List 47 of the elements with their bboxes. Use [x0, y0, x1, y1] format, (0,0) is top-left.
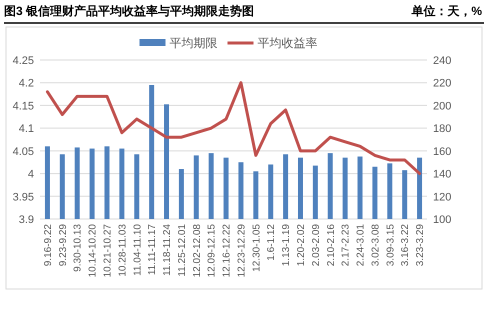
- x-tick-label: 2.24-3.01: [356, 224, 367, 266]
- x-tick-label: 1.6-1.12: [266, 224, 278, 261]
- x-tick-label: 12.02-12.08: [192, 224, 203, 278]
- y2-tick-label: 200: [433, 100, 452, 112]
- line-series: [46, 81, 422, 176]
- x-tick-label: 2.10-2.16: [326, 224, 337, 266]
- y2-tick-label: 240: [433, 55, 452, 67]
- x-tick-label: 1.13-1.19: [281, 224, 292, 266]
- x-tick-label: 3.16-3.22: [400, 224, 412, 266]
- x-tick-label: 3.09-3.15: [385, 224, 396, 266]
- x-tick-label: 12.16-12.22: [222, 224, 233, 278]
- x-tick-label: 3.02-3.08: [370, 224, 382, 266]
- text: 单位：天，%: [410, 4, 482, 18]
- y-tick-label: 4: [28, 168, 34, 181]
- y2-tick-label: 180: [433, 123, 452, 136]
- legend-label: 平均收益率: [258, 36, 318, 50]
- x-tick-label: 10.14-10.20: [88, 224, 99, 278]
- y2-tick-label: 220: [433, 78, 452, 90]
- y-tick-label: 4.1: [18, 123, 34, 136]
- x-tick-label: 12.30-1.05: [251, 224, 262, 272]
- y2-tick-label: 120: [433, 191, 452, 204]
- x-tick-label: 10.21-10.27: [102, 224, 114, 278]
- x-tick-label: 9.30-10.13: [72, 224, 84, 272]
- x-tick-label: 11.25-12.01: [176, 224, 188, 277]
- chart-title: 图3 银信理财产品平均收益率与平均期限走势图: [4, 4, 254, 18]
- y-tick-label: 4.15: [12, 100, 34, 112]
- y-tick-label: 3.95: [12, 191, 34, 204]
- y-tick-label: 4.25: [12, 55, 34, 67]
- x-tick-label: 1.20-2.02: [296, 224, 307, 266]
- x-tick-label: 2.03-2.09: [310, 224, 322, 266]
- y-tick-label: 3.9: [18, 214, 34, 226]
- x-tick-label: 12.23-12.29: [236, 224, 248, 278]
- y-tick-label: 4.05: [12, 146, 34, 158]
- y-tick-label: 4.2: [18, 78, 34, 90]
- x-tick-label: 12.09-12.15: [206, 224, 218, 278]
- x-tick-label: 9.16-9.22: [42, 224, 54, 266]
- x-tick-label: 11.11-11.17: [147, 224, 158, 276]
- x-tick-label: 10.28-11.03: [117, 224, 128, 277]
- y2-tick-label: 100: [433, 214, 452, 226]
- y2-tick-label: 140: [433, 168, 452, 181]
- x-tick-label: 11.04-11.10: [132, 224, 144, 276]
- x-tick-label: 11.18-11.24: [162, 224, 174, 276]
- y2-tick-label: 160: [433, 146, 452, 158]
- x-tick-label: 2.17-2.23: [340, 224, 352, 266]
- legend-label: 平均期限: [170, 36, 218, 50]
- x-tick-label: 3.23-3.29: [415, 224, 426, 266]
- x-tick-label: 9.23-9.29: [58, 224, 69, 266]
